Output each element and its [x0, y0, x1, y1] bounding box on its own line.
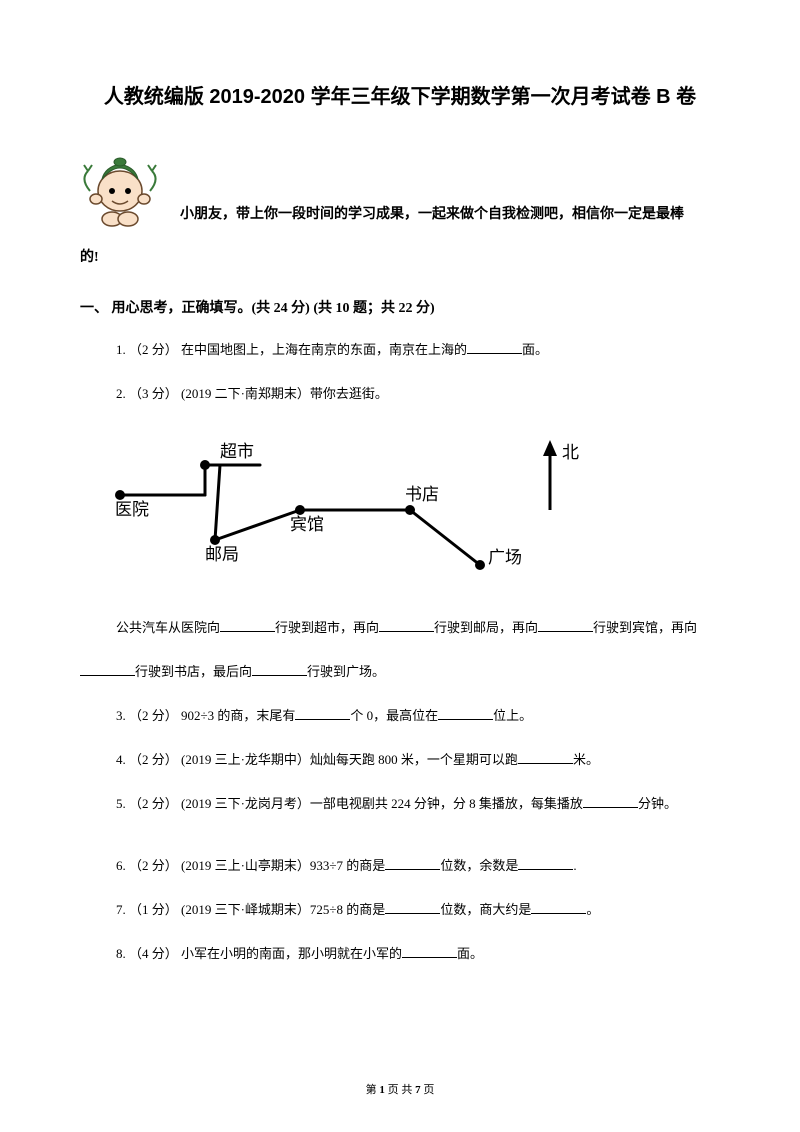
q2-blank-3[interactable] [538, 617, 593, 632]
q3-blank-2[interactable] [438, 705, 493, 720]
q4-text-b: 米。 [573, 752, 599, 767]
q6-src: (2019 三上·山亭期末）933÷7 的商是 [181, 858, 385, 873]
q3-text-c: 位上。 [493, 708, 532, 723]
q4-src: (2019 三上·龙华期中）灿灿每天跑 800 米，一个星期可以跑 [181, 752, 518, 767]
question-2-cont: 公共汽车从医院向 行驶到超市，再向 行驶到邮局，再向 行驶到宾馆，再向 [80, 615, 720, 641]
q7-text-c: 。 [586, 902, 599, 917]
q1-num: 1. [116, 342, 126, 357]
q2-line-b: 行驶到超市，再向 [275, 620, 379, 635]
q4-num: 4. [116, 752, 126, 767]
question-2: 2. （3 分） (2019 二下·南郑期末）带你去逛街。 [80, 381, 720, 407]
q6-blank-2[interactable] [518, 855, 573, 870]
q5-num: 5. [116, 796, 126, 811]
question-7: 7. （1 分） (2019 三下·峄城期末）725÷8 的商是 位数，商大约是 。 [80, 897, 720, 923]
q5-pts: （2 分） [129, 796, 178, 811]
svg-text:宾馆: 宾馆 [290, 515, 324, 534]
svg-text:北: 北 [562, 443, 579, 462]
svg-text:超市: 超市 [220, 442, 254, 461]
q3-num: 3. [116, 708, 126, 723]
q5-blank-1[interactable] [583, 793, 638, 808]
svg-text:广场: 广场 [488, 548, 522, 567]
section-1-header: 一、 用心思考，正确填写。(共 24 分) (共 10 题；共 22 分) [80, 297, 720, 317]
intro-row: 小朋友，带上你一段时间的学习成果，一起来做个自我检测吧，相信你一定是最棒 [80, 149, 720, 234]
q2-num: 2. [116, 386, 126, 401]
q5-text-b: 分钟。 [638, 796, 677, 811]
q4-blank-1[interactable] [518, 749, 573, 764]
q6-text-c: . [573, 858, 576, 873]
q2-blank-2[interactable] [379, 617, 434, 632]
page-title: 人教统编版 2019-2020 学年三年级下学期数学第一次月考试卷 B 卷 [80, 80, 720, 109]
q6-pts: （2 分） [129, 858, 178, 873]
q2-blank-4[interactable] [80, 661, 135, 676]
mascot-icon [80, 149, 160, 234]
question-3: 3. （2 分） 902÷3 的商，末尾有 个 0，最高位在 位上。 [80, 703, 720, 729]
svg-text:邮局: 邮局 [205, 545, 239, 564]
q2-blank-1[interactable] [220, 617, 275, 632]
q7-src: (2019 三下·峄城期末）725÷8 的商是 [181, 902, 385, 917]
q1-text-b: 面。 [522, 342, 548, 357]
q5-src: (2019 三下·龙岗月考）一部电视剧共 224 分钟，分 8 集播放，每集播放 [181, 796, 583, 811]
footer-prefix: 第 [366, 1084, 380, 1096]
q2-line-a: 公共汽车从医院向 [116, 620, 220, 635]
q1-text-a: 在中国地图上，上海在南京的东面，南京在上海的 [181, 342, 467, 357]
q3-text-b: 个 0，最高位在 [350, 708, 438, 723]
q7-pts: （1 分） [129, 902, 178, 917]
footer-suffix: 页 [421, 1084, 435, 1096]
q6-blank-1[interactable] [385, 855, 440, 870]
q7-num: 7. [116, 902, 126, 917]
q3-pts: （2 分） [129, 708, 178, 723]
q2-src: (2019 二下·南郑期末）带你去逛街。 [181, 386, 388, 401]
q2-diagram: 医院 超市邮局 宾馆 书店广场 北 [100, 425, 720, 595]
q8-pts: （4 分） [129, 946, 178, 961]
q2-line-d: 行驶到宾馆，再向 [593, 620, 697, 635]
question-5: 5. （2 分） (2019 三下·龙岗月考）一部电视剧共 224 分钟，分 8… [80, 791, 720, 817]
q7-text-b: 位数，商大约是 [440, 902, 531, 917]
q1-pts: （2 分） [129, 342, 178, 357]
q2-line-f: 行驶到广场。 [307, 664, 385, 679]
q7-blank-1[interactable] [385, 899, 440, 914]
q2-blank-5[interactable] [252, 661, 307, 676]
q2-pts: （3 分） [129, 386, 178, 401]
question-1: 1. （2 分） 在中国地图上，上海在南京的东面，南京在上海的 面。 [80, 337, 720, 363]
footer-mid: 页 共 [385, 1084, 415, 1096]
q4-pts: （2 分） [129, 752, 178, 767]
q3-blank-1[interactable] [295, 705, 350, 720]
q8-blank-1[interactable] [402, 943, 457, 958]
svg-text:医院: 医院 [115, 500, 149, 519]
intro-text-1: 小朋友，带上你一段时间的学习成果，一起来做个自我检测吧，相信你一定是最棒 [180, 201, 684, 234]
q2-line-e: 行驶到书店，最后向 [135, 664, 252, 679]
question-6: 6. （2 分） (2019 三上·山亭期末）933÷7 的商是 位数，余数是. [80, 853, 720, 879]
intro-text-2: 的! [80, 244, 720, 272]
question-2-cont2: 行驶到书店，最后向 行驶到广场。 [80, 659, 720, 685]
question-8: 8. （4 分） 小军在小明的南面，那小明就在小军的 面。 [80, 941, 720, 967]
svg-text:书店: 书店 [405, 485, 439, 504]
q6-num: 6. [116, 858, 126, 873]
q8-text-b: 面。 [457, 946, 483, 961]
q7-blank-2[interactable] [531, 899, 586, 914]
q8-num: 8. [116, 946, 126, 961]
q3-text-a: 902÷3 的商，末尾有 [181, 708, 295, 723]
page-footer: 第 1 页 共 7 页 [0, 1081, 800, 1097]
question-4: 4. （2 分） (2019 三上·龙华期中）灿灿每天跑 800 米，一个星期可… [80, 747, 720, 773]
q1-blank-1[interactable] [467, 339, 522, 354]
q8-text-a: 小军在小明的南面，那小明就在小军的 [181, 946, 402, 961]
q2-line-c: 行驶到邮局，再向 [434, 620, 538, 635]
q6-text-b: 位数，余数是 [440, 858, 518, 873]
